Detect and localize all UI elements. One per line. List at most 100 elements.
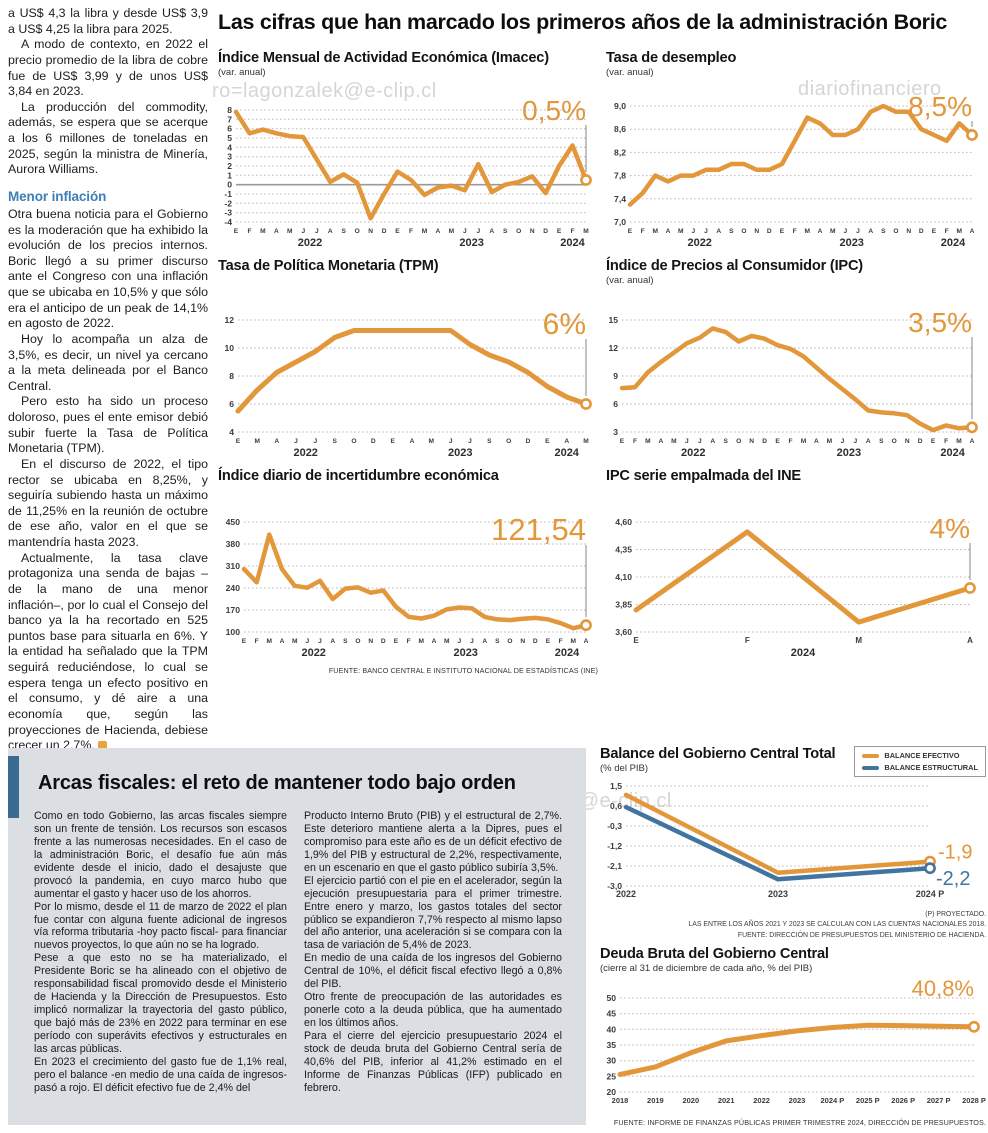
svg-text:20: 20 <box>606 1087 616 1097</box>
svg-text:3,60: 3,60 <box>615 627 632 637</box>
svg-text:6%: 6% <box>543 308 586 341</box>
svg-text:2019: 2019 <box>647 1096 664 1105</box>
chart-title: Índice Mensual de Actividad Económica (I… <box>218 50 549 66</box>
svg-text:E: E <box>234 228 239 235</box>
svg-text:D: D <box>767 228 772 235</box>
svg-text:J: J <box>685 438 689 445</box>
svg-text:E: E <box>620 438 625 445</box>
svg-text:S: S <box>341 228 346 235</box>
svg-text:M: M <box>419 638 425 645</box>
svg-text:3: 3 <box>613 427 618 437</box>
svg-text:2022: 2022 <box>681 447 705 459</box>
fiscal-column-1: Como en todo Gobierno, las arcas fiscale… <box>34 810 287 1095</box>
svg-text:M: M <box>422 228 428 235</box>
svg-text:D: D <box>381 638 386 645</box>
svg-text:F: F <box>745 636 750 645</box>
svg-text:2027 P: 2027 P <box>927 1096 951 1105</box>
svg-text:J: J <box>856 228 860 235</box>
svg-text:4%: 4% <box>930 513 970 544</box>
svg-text:S: S <box>879 438 884 445</box>
svg-text:380: 380 <box>226 539 241 549</box>
svg-text:M: M <box>653 228 659 235</box>
svg-text:N: N <box>906 228 911 235</box>
svg-text:M: M <box>801 438 807 445</box>
svg-text:M: M <box>444 638 450 645</box>
svg-text:E: E <box>546 638 551 645</box>
svg-text:M: M <box>827 438 833 445</box>
svg-text:M: M <box>805 228 811 235</box>
svg-text:F: F <box>247 228 251 235</box>
article-paragraph: En el discurso de 2022, el tipo rector s… <box>8 456 208 549</box>
svg-text:A: A <box>280 638 285 645</box>
svg-text:N: N <box>368 228 373 235</box>
svg-text:J: J <box>691 228 695 235</box>
svg-text:3,85: 3,85 <box>615 600 632 610</box>
svg-text:45: 45 <box>606 1009 616 1019</box>
article-paragraph: La producción del commodity, además, se … <box>8 99 208 177</box>
svg-text:-2: -2 <box>224 198 232 208</box>
svg-text:D: D <box>919 228 924 235</box>
svg-text:4: 4 <box>229 427 234 437</box>
svg-text:3,5%: 3,5% <box>908 307 972 338</box>
fiscal-panel: Arcas fiscales: el reto de mantener todo… <box>8 748 586 1125</box>
svg-text:J: J <box>468 438 472 445</box>
svg-text:8,6: 8,6 <box>614 124 626 134</box>
svg-text:J: J <box>318 638 322 645</box>
chart-subtitle: (% del PIB) <box>600 763 649 774</box>
svg-text:2026 P: 2026 P <box>891 1096 915 1105</box>
svg-text:E: E <box>390 438 395 445</box>
svg-text:E: E <box>557 228 562 235</box>
svg-text:50: 50 <box>606 993 616 1003</box>
svg-text:F: F <box>944 438 948 445</box>
svg-text:S: S <box>487 438 492 445</box>
svg-text:J: J <box>843 228 847 235</box>
svg-text:-1: -1 <box>224 189 232 199</box>
svg-text:5: 5 <box>227 133 232 143</box>
svg-text:S: S <box>503 228 508 235</box>
svg-text:9: 9 <box>613 371 618 381</box>
svg-text:240: 240 <box>226 583 241 593</box>
svg-text:F: F <box>570 228 574 235</box>
article-paragraph: A modo de contexto, en 2022 el precio pr… <box>8 37 208 99</box>
svg-text:6: 6 <box>227 124 232 134</box>
article-paragraph: Hoy lo acompaña un alza de 3,5%, es deci… <box>8 331 208 393</box>
svg-text:4,10: 4,10 <box>615 572 632 582</box>
svg-text:15: 15 <box>608 315 618 325</box>
chart-title: Balance del Gobierno Central Total <box>600 746 836 762</box>
svg-text:M: M <box>260 228 266 235</box>
svg-text:2023: 2023 <box>453 647 477 659</box>
svg-text:100: 100 <box>226 627 241 637</box>
fiscal-paragraph: En 2023 el crecimiento del gasto fue de … <box>34 1055 287 1094</box>
svg-text:E: E <box>628 228 633 235</box>
svg-text:2024: 2024 <box>560 237 585 249</box>
svg-text:2022: 2022 <box>301 647 325 659</box>
svg-text:E: E <box>545 438 550 445</box>
chart-title: Índice de Precios al Consumidor (IPC) <box>606 258 863 274</box>
chart-source: FUENTE: BANCO CENTRAL E INSTITUTO NACION… <box>328 666 598 675</box>
svg-text:S: S <box>881 228 886 235</box>
svg-text:A: A <box>330 638 335 645</box>
svg-text:0: 0 <box>227 180 232 190</box>
left-article-column: a US$ 4,3 la libra y desde US$ 3,9 a US$… <box>8 6 208 754</box>
fiscal-paragraph: Otro frente de preocupación de las autor… <box>304 991 562 1029</box>
svg-text:-3,0: -3,0 <box>607 881 622 891</box>
chart-title: Tasa de Política Monetaria (TPM) <box>218 258 439 274</box>
svg-text:D: D <box>533 638 538 645</box>
svg-text:A: A <box>274 228 279 235</box>
svg-text:2023: 2023 <box>459 237 483 249</box>
svg-text:O: O <box>516 228 521 235</box>
svg-text:7,4: 7,4 <box>614 194 626 204</box>
svg-text:O: O <box>355 228 360 235</box>
svg-text:-4: -4 <box>224 217 232 227</box>
svg-text:2023: 2023 <box>448 447 472 459</box>
svg-text:O: O <box>892 438 897 445</box>
article-paragraph: a US$ 4,3 la libra y desde US$ 3,9 a US$… <box>8 6 208 36</box>
fiscal-paragraph: En medio de una caída de los ingresos de… <box>304 952 562 991</box>
svg-text:2024 P: 2024 P <box>821 1096 845 1105</box>
svg-text:2028 P: 2028 P <box>962 1096 986 1105</box>
svg-text:121,54: 121,54 <box>491 512 586 547</box>
fiscal-paragraph: Para el cierre del ejercicio presupuesta… <box>304 1029 562 1094</box>
fiscal-paragraph: Como en todo Gobierno, las arcas fiscale… <box>34 810 287 900</box>
